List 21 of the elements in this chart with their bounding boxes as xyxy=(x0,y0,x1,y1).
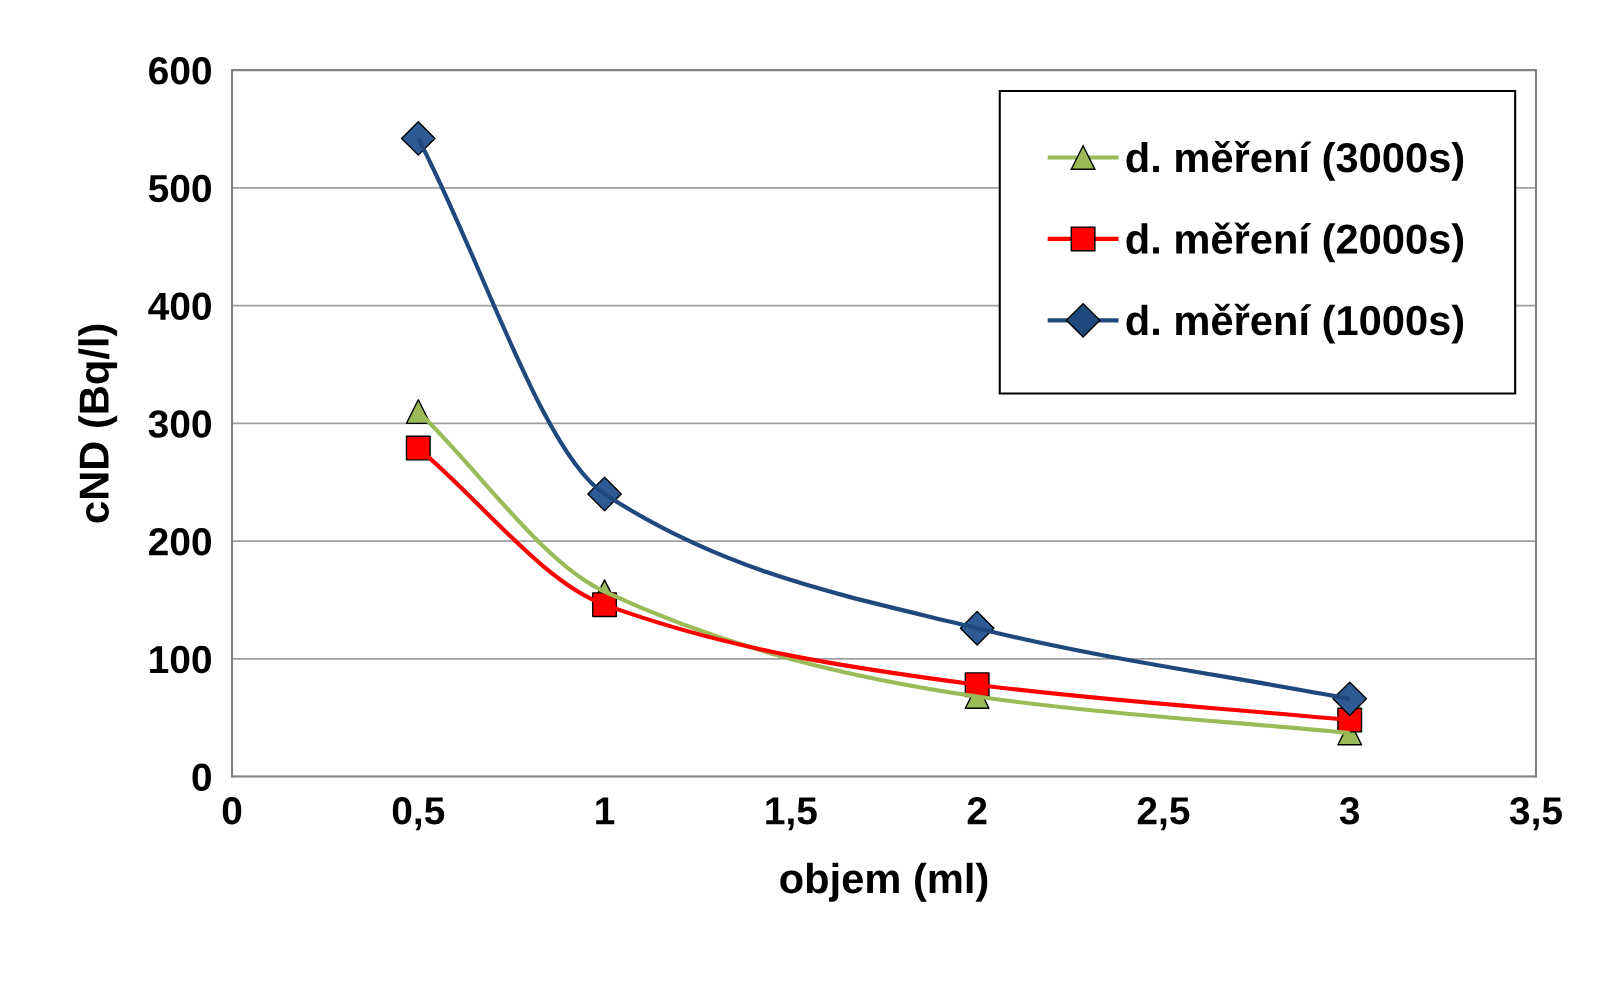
x-tick-label: 1 xyxy=(596,797,615,825)
y-tick-label: 300 xyxy=(148,410,211,438)
x-tick-label: 0 xyxy=(222,797,242,825)
y-tick-label: 600 xyxy=(149,57,211,85)
x-tick-label: 1,5 xyxy=(766,797,817,831)
y-tick-label: 200 xyxy=(149,528,211,556)
point xyxy=(400,121,436,156)
y-tick-label: 0 xyxy=(192,763,211,792)
legend-label: d. měření (3000s) xyxy=(1126,140,1464,181)
x-tick-label: 0,5 xyxy=(392,797,445,831)
x-tick-label: 2,5 xyxy=(1137,797,1190,831)
x-tick-label: 3,5 xyxy=(1509,797,1562,831)
legend-label: d. měření (2000s) xyxy=(1126,222,1464,263)
y-tick-label: 100 xyxy=(150,645,211,674)
y-tick-label: 400 xyxy=(148,292,211,321)
x-tick-label: 2 xyxy=(967,797,987,825)
x-tick-label: 3 xyxy=(1339,797,1360,825)
y-tick-label: 500 xyxy=(148,174,211,203)
y-axis-title: cND (Bq/l) xyxy=(78,324,118,523)
legend-label: d. měření (1000s) xyxy=(1126,303,1464,344)
x-axis-title: objem (ml) xyxy=(780,862,988,902)
